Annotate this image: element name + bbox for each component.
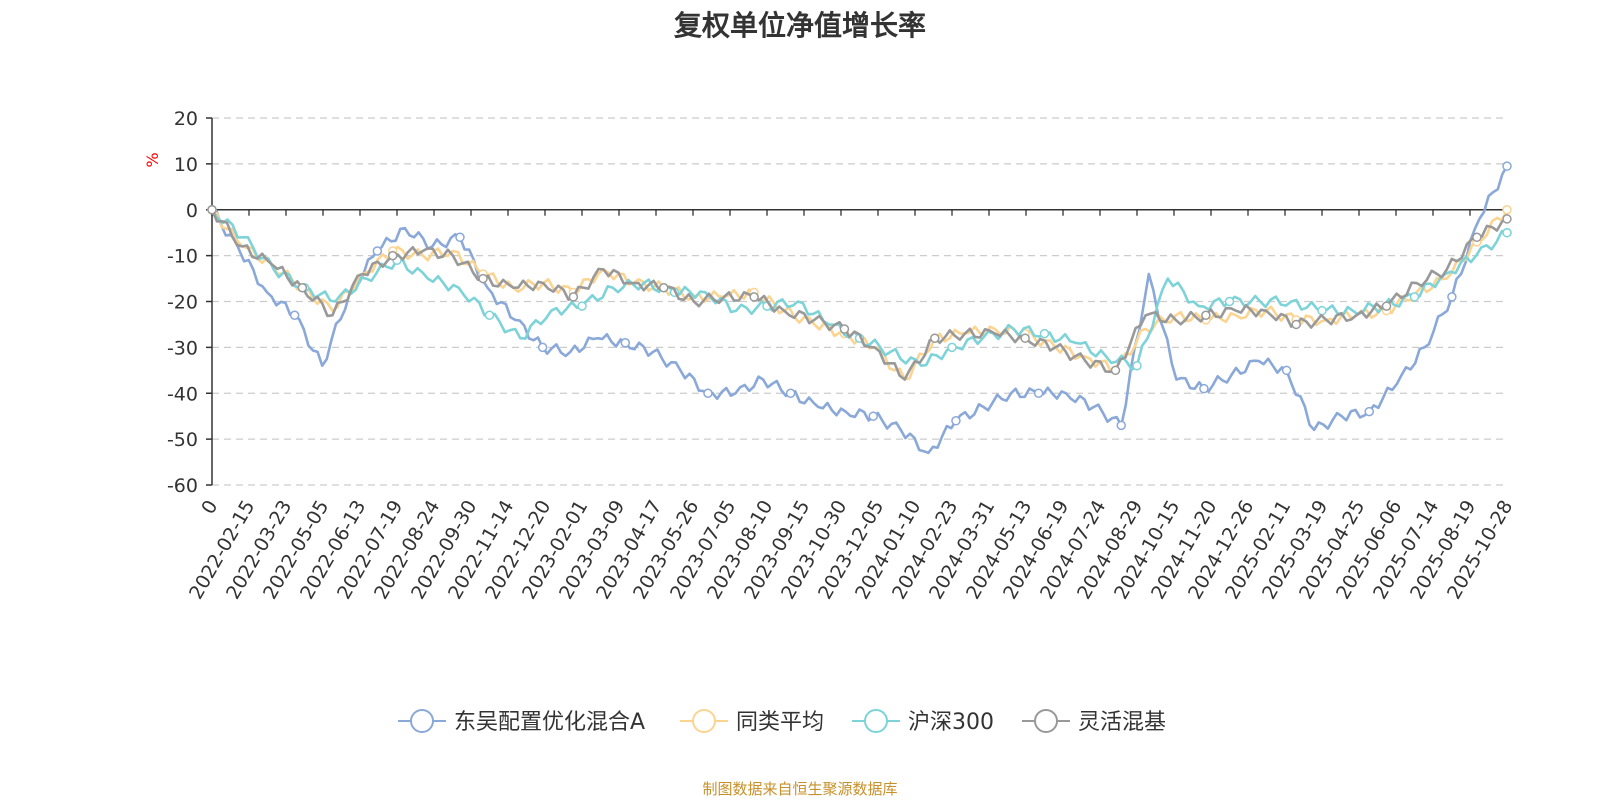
y-tick-label: 0 — [186, 200, 198, 222]
y-axis-label: % — [143, 152, 162, 167]
data-point — [1502, 214, 1512, 224]
data-point — [868, 411, 879, 421]
legend-item[interactable]: 沪深300 — [852, 709, 994, 735]
data-point — [620, 338, 631, 348]
data-point — [1199, 383, 1209, 394]
data-point — [1201, 310, 1211, 321]
data-point — [372, 246, 383, 256]
data-source-footer: 制图数据来自恒生聚源数据库 — [702, 780, 898, 798]
legend-marker-icon — [864, 709, 888, 733]
y-tick-label: -60 — [167, 475, 198, 497]
data-point — [749, 292, 759, 302]
data-point — [1116, 420, 1127, 431]
series-line-index — [210, 209, 1508, 371]
data-point — [1281, 365, 1292, 376]
legend-marker-icon — [692, 709, 716, 733]
data-point — [537, 342, 548, 353]
data-point — [947, 342, 957, 353]
y-tick-label: 20 — [174, 108, 198, 130]
data-point — [1132, 360, 1142, 371]
series-line-peer — [211, 208, 1509, 381]
data-point — [703, 388, 713, 398]
legend-label: 沪深300 — [908, 710, 994, 735]
data-point — [1033, 388, 1044, 398]
legend-item[interactable]: 灵活混基 — [1022, 709, 1166, 735]
data-point — [1020, 333, 1030, 343]
data-point — [289, 310, 300, 321]
chart-title: 复权单位净值增长率 — [673, 9, 926, 42]
data-point — [1039, 328, 1050, 339]
legend-label: 东吴配置优化混合A — [454, 710, 645, 735]
legend[interactable]: 东吴配置优化混合A 同类平均 沪深300 灵活混基 — [398, 709, 1166, 735]
y-tick-label: 10 — [174, 154, 198, 176]
y-tick-label: -40 — [167, 383, 198, 405]
series-line-flexible — [210, 209, 1508, 381]
x-tick-label: 0 — [197, 497, 222, 518]
data-point — [658, 282, 669, 293]
legend-marker-icon — [1034, 709, 1058, 733]
legend-label: 灵活混基 — [1078, 710, 1166, 735]
data-point — [1317, 305, 1327, 316]
data-point — [1447, 292, 1457, 302]
data-point — [484, 310, 495, 321]
data-point — [930, 333, 940, 343]
data-point — [1409, 292, 1420, 302]
data-point — [1502, 227, 1512, 238]
data-point — [839, 324, 850, 334]
data-point — [1502, 205, 1512, 215]
data-point — [1224, 296, 1235, 307]
data-point — [297, 282, 308, 293]
data-point — [387, 250, 398, 261]
data-point — [1472, 232, 1482, 243]
data-point — [568, 292, 579, 302]
data-point — [951, 416, 961, 426]
legend-item[interactable]: 同类平均 — [680, 709, 824, 735]
data-point — [455, 232, 465, 243]
y-tick-label: -30 — [167, 337, 198, 359]
data-point — [1502, 161, 1512, 171]
y-tick-label: -50 — [167, 429, 198, 451]
data-point — [785, 388, 796, 398]
y-tick-label: -20 — [167, 292, 198, 314]
y-tick-label: -10 — [167, 246, 198, 268]
data-point — [577, 301, 587, 311]
data-point — [1110, 365, 1121, 376]
data-point — [1381, 301, 1392, 311]
axes: 20100-10-20-30-40-50-6002022-02-152022-0… — [167, 108, 1517, 603]
data-point — [1364, 406, 1374, 417]
data-point — [478, 273, 488, 284]
data-point — [207, 205, 217, 215]
data-point — [1291, 319, 1301, 330]
legend-label: 同类平均 — [736, 710, 824, 735]
legend-marker-icon — [410, 709, 434, 733]
series-lines — [207, 161, 1512, 455]
legend-item[interactable]: 东吴配置优化混合A — [398, 709, 645, 735]
